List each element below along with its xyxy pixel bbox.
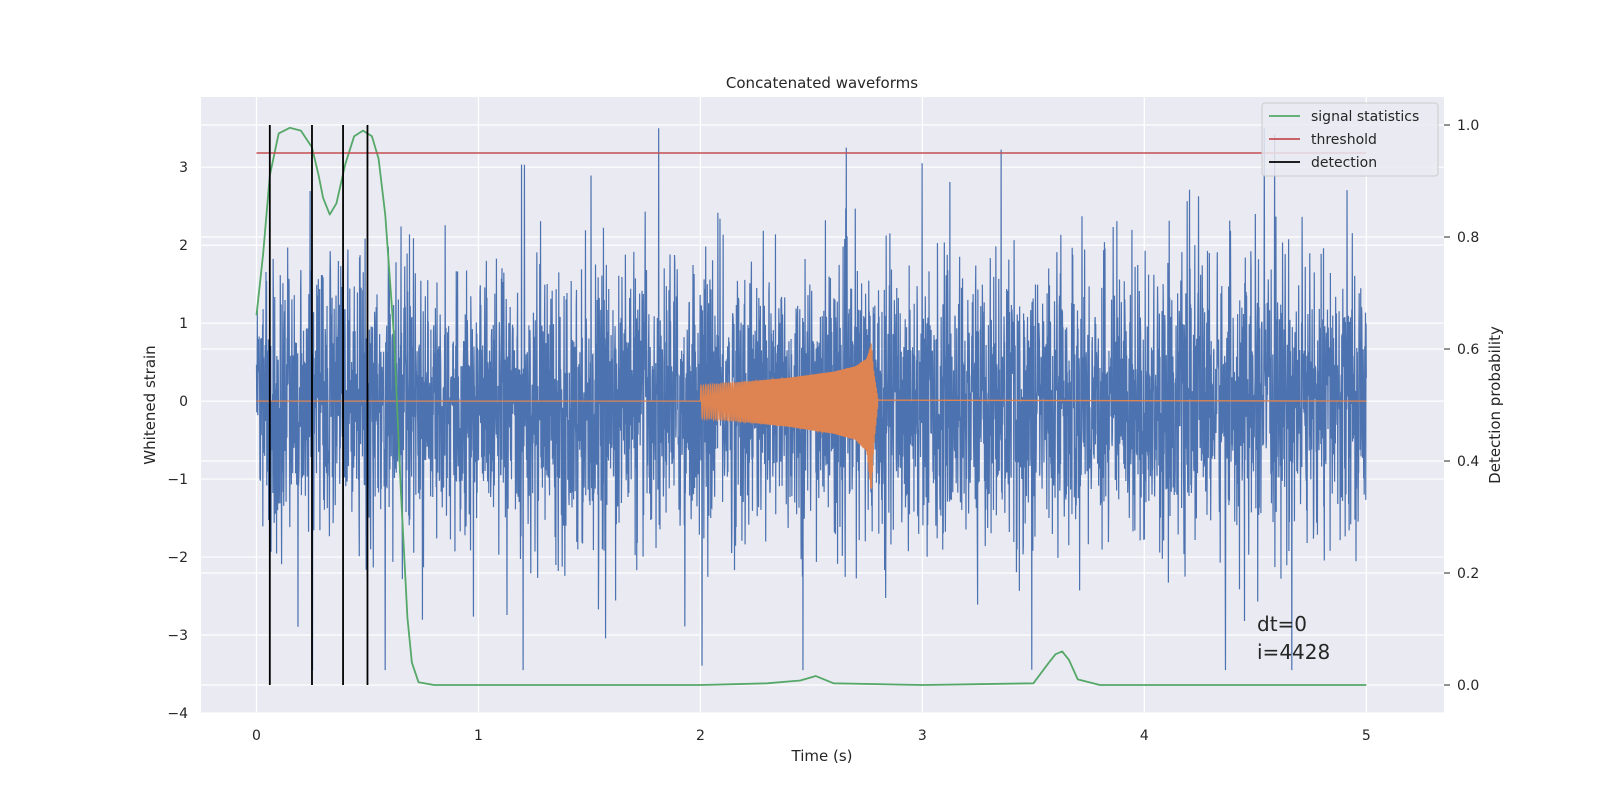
legend-label-signal-statistics: signal statistics [1311,109,1419,125]
legend-label-detection: detection [1311,155,1377,171]
y-tick-label-left: 1 [179,316,188,332]
y-tick-label-left: 2 [179,238,188,254]
x-tick-label: 4 [1140,728,1149,744]
y-axis-label-left: Whitened strain [141,345,159,464]
tick-labels: 0 1 2 3 4 5 −4 −3 −2 −1 0 1 2 3 0.0 0.2 0.4 0.6 0.8 1.0 [167,118,1479,744]
series-layer [255,125,1367,686]
x-tick-label: 1 [474,728,483,744]
y-tick-label-left: 0 [179,394,188,410]
legend-label-threshold: threshold [1311,132,1377,148]
y-tick-label-right: 0.4 [1457,454,1479,470]
annotation-dt: dt=0 [1257,612,1307,636]
series-line-noise [255,128,1367,671]
annotation-index: i=4428 [1257,640,1330,664]
x-tick-label: 2 [696,728,705,744]
y-axis-label-right: Detection probability [1486,326,1504,484]
x-tick-label: 5 [1362,728,1371,744]
y-tick-label-left: −4 [167,706,188,722]
legend: signal statistics threshold detection [1261,102,1439,177]
series-line-signal-statistics [255,126,1367,686]
series-line-injected-waveform [256,343,1367,489]
x-axis-label: Time (s) [791,747,853,765]
y-tick-label-left: 3 [179,160,188,176]
x-tick-label: 3 [918,728,927,744]
y-tick-label-left: −2 [167,550,188,566]
legend-box [1261,102,1439,177]
y-tick-label-right: 1.0 [1457,118,1479,134]
y-tick-label-right: 0.0 [1457,678,1479,694]
y-tick-label-right: 0.8 [1457,230,1479,246]
y-tick-label-left: −3 [167,628,188,644]
x-tick-label: 0 [252,728,261,744]
chart-title: Concatenated waveforms [726,74,918,92]
y-tick-label-right: 0.2 [1457,566,1479,582]
y-tick-label-right: 0.6 [1457,342,1479,358]
y-tick-label-left: −1 [167,472,188,488]
